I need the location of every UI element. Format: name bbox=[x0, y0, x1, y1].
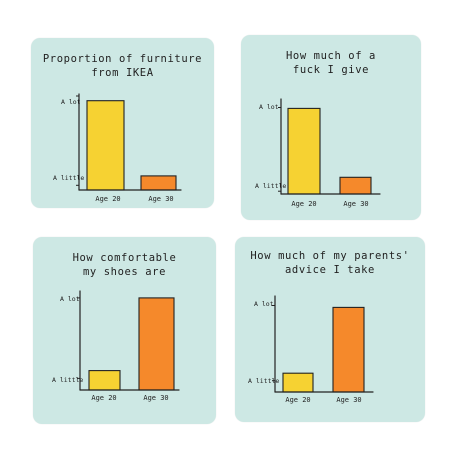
y-tick-label-low: A little bbox=[53, 174, 85, 182]
x-tick-label-age20: Age 20 bbox=[91, 394, 117, 402]
x-tick-label-age20: Age 20 bbox=[291, 200, 317, 208]
bar-age-20 bbox=[287, 107, 321, 195]
bar-age-30 bbox=[332, 306, 365, 393]
chart-title: How much of my parents' advice I take bbox=[250, 250, 410, 276]
bar-age-30 bbox=[140, 175, 177, 191]
bar-age-20 bbox=[282, 372, 314, 393]
x-tick-label-age30: Age 30 bbox=[343, 200, 369, 208]
bar-chart bbox=[76, 93, 182, 191]
y-tick-label-low: A little bbox=[255, 182, 287, 190]
x-tick-label-age30: Age 30 bbox=[336, 396, 362, 404]
chart-title: How comfortable my shoes are bbox=[72, 252, 177, 278]
y-tick-label-high: A lot bbox=[254, 300, 274, 308]
chart-panel-parents-advice: How much of my parents' advice I take A … bbox=[235, 237, 425, 422]
x-tick-label-age30: Age 30 bbox=[148, 195, 174, 203]
y-tick-label-high: A lot bbox=[259, 103, 279, 111]
bar-age-30 bbox=[339, 176, 372, 195]
x-tick-label-age20: Age 20 bbox=[95, 195, 121, 203]
chart-panel-fucks-given: How much of a fuck I give A lot A little… bbox=[241, 35, 421, 220]
bar-age-20 bbox=[88, 370, 121, 391]
y-tick-label-low: A little bbox=[248, 377, 280, 385]
bar-age-20 bbox=[86, 100, 125, 191]
y-tick-label-high: A lot bbox=[60, 295, 80, 303]
chart-panel-furniture: Proportion of furniture from IKEA A lot … bbox=[31, 38, 214, 208]
bar-chart bbox=[77, 290, 180, 391]
bar-age-30 bbox=[138, 297, 175, 391]
chart-title: Proportion of furniture from IKEA bbox=[42, 53, 203, 79]
chart-title: How much of a fuck I give bbox=[286, 50, 376, 76]
bar-chart bbox=[278, 98, 381, 195]
y-tick-label-high: A lot bbox=[61, 98, 81, 106]
chart-panel-shoe-comfort: How comfortable my shoes are A lot A lit… bbox=[33, 237, 216, 424]
x-tick-label-age20: Age 20 bbox=[285, 396, 311, 404]
y-tick-label-low: A little bbox=[52, 376, 84, 384]
x-tick-label-age30: Age 30 bbox=[143, 394, 169, 402]
bar-chart bbox=[272, 295, 374, 393]
